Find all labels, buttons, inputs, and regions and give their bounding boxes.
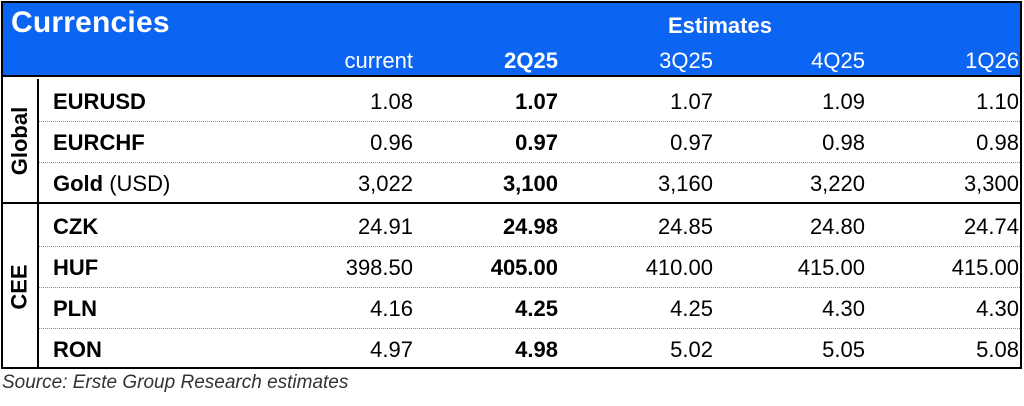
- cell-current: 0.96: [370, 130, 413, 155]
- cell-2q25: 1.07: [515, 89, 558, 114]
- table-row: EURCHF 0.96 0.97 0.97 0.98 0.98: [39, 122, 1020, 163]
- source-note: Source: Erste Group Research estimates: [2, 372, 349, 393]
- table-row: HUF 398.50 405.00 410.00 415.00 415.00: [39, 247, 1020, 288]
- cell-1q26: 24.74: [963, 214, 1019, 239]
- side-divider: [37, 79, 39, 369]
- row-label: PLN: [53, 296, 97, 321]
- cell-3q25: 24.85: [657, 214, 713, 239]
- cell-3q25: 1.07: [670, 89, 713, 114]
- row-label: EURCHF: [53, 130, 145, 155]
- cell-3q25: 410.00: [645, 255, 713, 280]
- cell-current: 4.97: [370, 337, 413, 362]
- cell-2q25: 405.00: [490, 255, 558, 280]
- col-header-2q25: 2Q25: [504, 48, 558, 73]
- row-label: HUF: [53, 255, 99, 280]
- group-label-cee: CEE: [7, 263, 32, 310]
- table-row: EURUSD 1.08 1.07 1.07 1.09 1.10: [39, 81, 1020, 122]
- cell-2q25: 0.97: [515, 130, 558, 155]
- row-label: Gold (USD): [53, 171, 171, 196]
- row-label: RON: [53, 337, 102, 362]
- table-row: PLN 4.16 4.25 4.25 4.30 4.30: [39, 288, 1020, 329]
- group-divider: [3, 202, 1020, 204]
- cell-4q25: 24.80: [809, 214, 865, 239]
- col-header-4q25: 4Q25: [811, 48, 865, 73]
- cell-current: 398.50: [345, 255, 413, 280]
- cell-1q26: 3,300: [963, 171, 1019, 196]
- cell-2q25: 4.98: [515, 337, 558, 362]
- row-label: EURUSD: [53, 89, 146, 114]
- table-row: CZK 24.91 24.98 24.85 24.80 24.74: [39, 206, 1020, 247]
- cell-1q26: 1.10: [976, 89, 1019, 114]
- cell-4q25: 415.00: [797, 255, 865, 280]
- cell-3q25: 0.97: [670, 130, 713, 155]
- cell-3q25: 3,160: [657, 171, 713, 196]
- cell-2q25: 3,100: [502, 171, 558, 196]
- cell-1q26: 5.08: [976, 337, 1019, 362]
- estimates-label: Estimates: [668, 13, 772, 38]
- cell-4q25: 4.30: [822, 296, 865, 321]
- table-title: Currencies: [11, 6, 170, 39]
- col-header-1q26: 1Q26: [965, 48, 1019, 73]
- cell-4q25: 0.98: [822, 130, 865, 155]
- table-row: RON 4.97 4.98 5.02 5.05 5.08: [39, 329, 1020, 370]
- table-header: Currencies Estimates current 2Q25 3Q25 4…: [3, 3, 1020, 77]
- cell-1q26: 415.00: [951, 255, 1019, 280]
- cell-4q25: 3,220: [809, 171, 865, 196]
- cell-current: 3,022: [357, 171, 413, 196]
- cell-1q26: 4.30: [976, 296, 1019, 321]
- cell-2q25: 4.25: [515, 296, 558, 321]
- table-row: Gold (USD) 3,022 3,100 3,160 3,220 3,300: [39, 163, 1020, 204]
- group-label-global: Global: [7, 106, 33, 175]
- cell-3q25: 4.25: [670, 296, 713, 321]
- currency-table: Currencies Estimates current 2Q25 3Q25 4…: [1, 1, 1022, 369]
- cell-1q26: 0.98: [976, 130, 1019, 155]
- cell-4q25: 1.09: [822, 89, 865, 114]
- cell-2q25: 24.98: [502, 214, 558, 239]
- col-header-3q25: 3Q25: [659, 48, 713, 73]
- cell-current: 4.16: [370, 296, 413, 321]
- row-label: CZK: [53, 214, 99, 239]
- cell-3q25: 5.02: [670, 337, 713, 362]
- col-header-current: current: [344, 48, 413, 73]
- cell-4q25: 5.05: [822, 337, 865, 362]
- cell-current: 1.08: [370, 89, 413, 114]
- cell-current: 24.91: [357, 214, 413, 239]
